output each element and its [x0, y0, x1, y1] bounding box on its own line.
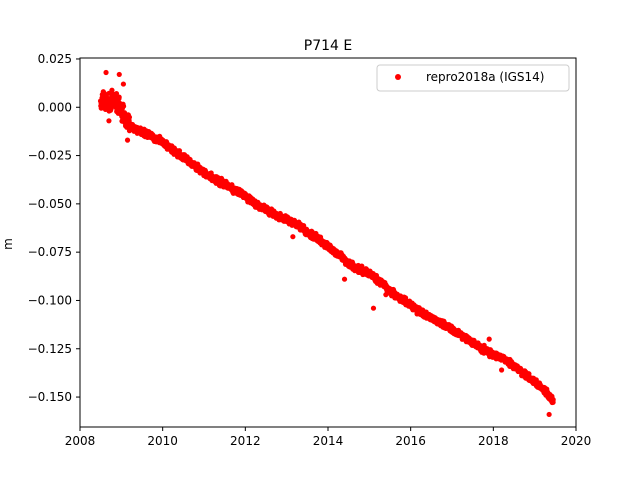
- y-tick-label: 0.025: [38, 52, 72, 66]
- y-tick-label: −0.050: [28, 197, 72, 211]
- y-tick-label: −0.075: [28, 245, 72, 259]
- legend: repro2018a (IGS14): [376, 64, 570, 92]
- data-point: [116, 94, 122, 100]
- y-axis: 0.025 0.000 −0.025 −0.050 −0.075 −0.100 −0.125…: [28, 52, 80, 404]
- y-tick-label: −0.125: [28, 342, 72, 356]
- legend-box: [376, 64, 570, 92]
- x-tick-label: 2016: [395, 434, 426, 448]
- x-tick-label: 2018: [478, 434, 509, 448]
- data-point-outlier: [116, 71, 122, 78]
- data-point-outlier: [370, 305, 377, 311]
- data-point: [176, 148, 183, 154]
- data-point-outlier: [124, 137, 131, 143]
- y-axis-label: m: [1, 238, 15, 250]
- data-point-outlier: [499, 367, 505, 373]
- data-point-outlier: [546, 411, 552, 418]
- x-axis: 2008 2010 2012 2014 2016 2018 2020: [65, 427, 592, 448]
- data-point-outlier: [290, 234, 296, 240]
- data-point: [526, 371, 532, 377]
- data-point-outlier: [486, 336, 492, 342]
- data-point: [550, 397, 556, 403]
- y-tick-label: −0.100: [28, 293, 72, 307]
- x-tick-label: 2020: [561, 434, 592, 448]
- legend-marker: [395, 74, 401, 80]
- x-tick-label: 2012: [230, 434, 261, 448]
- x-tick-label: 2010: [147, 434, 178, 448]
- x-tick-label: 2008: [65, 434, 96, 448]
- y-tick-label: −0.025: [28, 149, 72, 163]
- y-tick-label: 0.000: [38, 100, 72, 114]
- data-point-outlier: [383, 292, 389, 298]
- data-point: [120, 103, 127, 109]
- y-tick-label: −0.150: [28, 390, 72, 404]
- data-point-outlier: [341, 276, 348, 282]
- data-point-outlier: [103, 69, 109, 76]
- data-point: [109, 87, 115, 93]
- legend-label: repro2018a (IGS14): [426, 70, 544, 84]
- data-point: [126, 114, 133, 120]
- data-points: [97, 69, 556, 418]
- x-tick-label: 2014: [313, 434, 344, 448]
- data-point-outlier: [120, 81, 126, 87]
- data-point-outlier: [106, 118, 112, 124]
- chart-title: P714 E: [304, 38, 352, 54]
